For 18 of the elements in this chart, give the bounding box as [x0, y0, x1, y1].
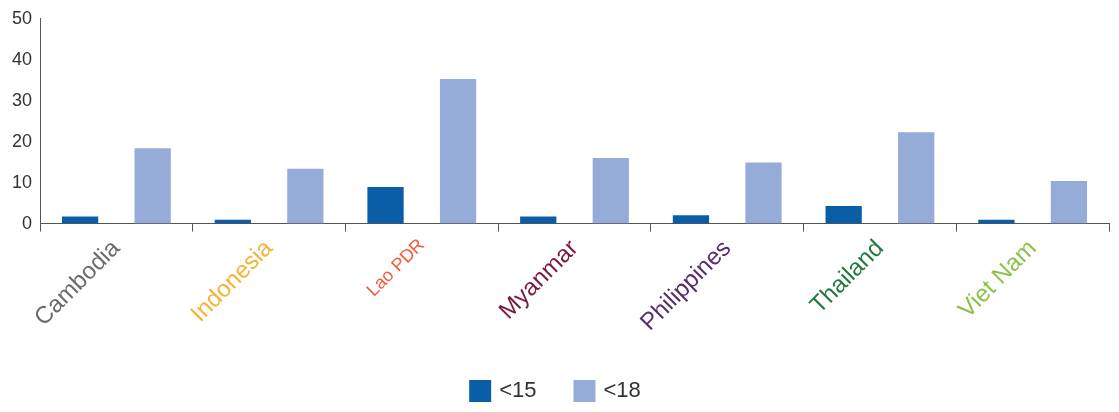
- y-tick-label: 20: [11, 130, 33, 151]
- y-tick-label: 40: [11, 48, 33, 69]
- bar: [439, 79, 477, 224]
- legend-label: <18: [603, 377, 641, 403]
- bar: [672, 215, 710, 224]
- bar: [1050, 180, 1088, 224]
- y-tick-label: 50: [11, 7, 33, 28]
- bar: [592, 158, 629, 224]
- y-tick-label: 0: [22, 212, 33, 233]
- bar: [825, 205, 862, 224]
- legend-label: <15: [499, 377, 537, 403]
- bar: [134, 148, 171, 224]
- bar: [287, 168, 324, 224]
- y-tick-label: 30: [11, 89, 33, 110]
- bar: [745, 162, 782, 224]
- y-tick-label: 10: [11, 171, 33, 192]
- bar: [898, 132, 935, 224]
- bar: [367, 187, 404, 224]
